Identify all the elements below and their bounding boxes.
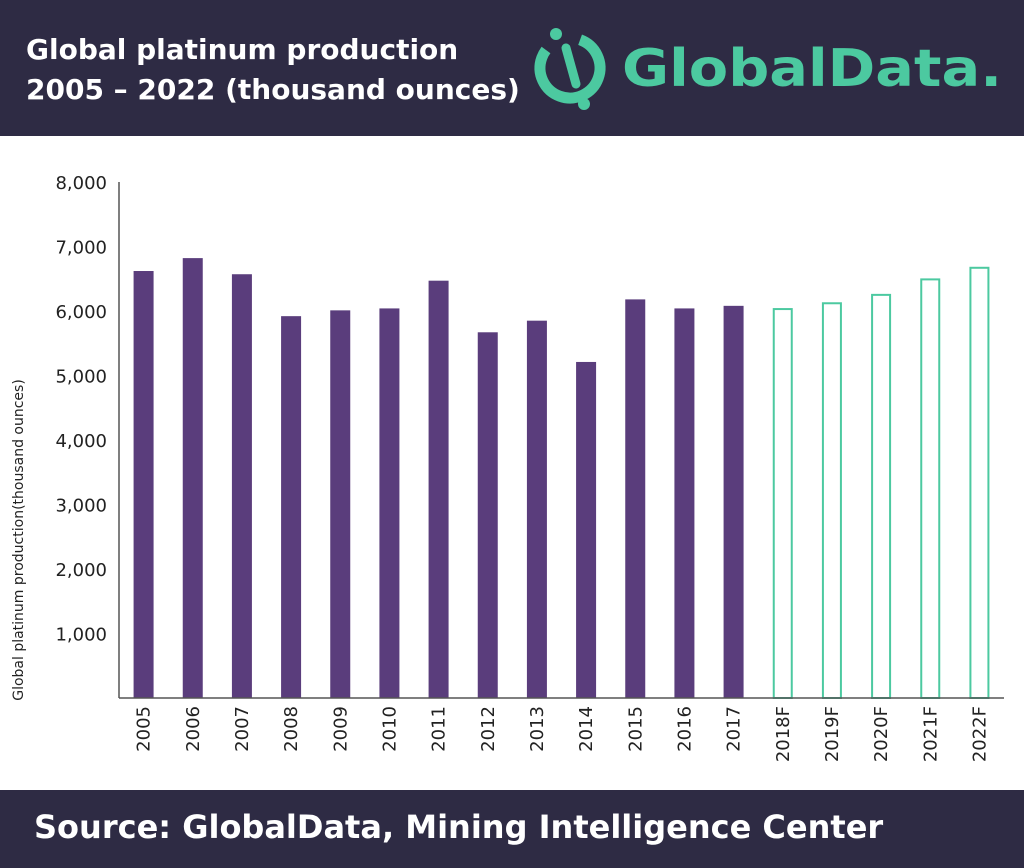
bar-2014 <box>576 361 597 698</box>
bar-2010 <box>379 308 400 698</box>
bar-2008 <box>281 316 302 698</box>
bars <box>133 258 990 700</box>
x-tick-label: 2015 <box>625 706 646 752</box>
x-tick-label: 2009 <box>330 706 351 752</box>
x-tick-label: 2014 <box>576 706 597 752</box>
bar-2011 <box>428 280 449 698</box>
x-tick-label: 2017 <box>724 706 745 752</box>
logo-wordmark: GlobalData. <box>622 39 1002 99</box>
y-tick-label: 6,000 <box>55 302 107 323</box>
x-tick-label: 2012 <box>478 706 499 752</box>
title-line-1: Global platinum production <box>26 33 459 66</box>
footer-band: Source: GlobalData, Mining Intelligence … <box>0 790 1024 868</box>
bar-2012 <box>477 332 498 698</box>
x-tick-label: 2007 <box>232 706 253 752</box>
y-tick-label: 8,000 <box>55 173 107 194</box>
y-axis-ticks: 1,000 2,000 3,000 4,000 5,000 6,000 7,000 8,000 <box>55 173 107 646</box>
x-tick-label: 2019F <box>822 706 843 762</box>
x-tick-label: 2013 <box>527 706 548 752</box>
source-note: Source: GlobalData, Mining Intelligence … <box>34 808 884 846</box>
y-axis-label: Global platinum production(thousand ounc… <box>11 379 27 701</box>
bar-2016 <box>674 308 695 698</box>
forecast-bar-2022f <box>969 266 990 699</box>
y-tick-label: 5,000 <box>55 367 107 388</box>
forecast-bar-2021f <box>920 278 941 700</box>
y-tick-label: 2,000 <box>55 560 107 581</box>
y-tick-label: 4,000 <box>55 431 107 452</box>
x-tick-label: 2018F <box>773 706 794 762</box>
forecast-bar-2020f <box>871 293 892 699</box>
x-tick-label: 2016 <box>674 706 695 752</box>
bar-2007 <box>231 274 252 698</box>
globaldata-logo: GlobalData. <box>534 28 1002 110</box>
x-tick-label: 2022F <box>969 706 990 762</box>
chart-title: Global platinum production 2005 – 2022 (… <box>26 30 520 110</box>
x-tick-label: 2005 <box>134 706 155 752</box>
forecast-bar-2019f <box>821 302 842 699</box>
bar-2009 <box>330 310 351 698</box>
header-band: Global platinum production 2005 – 2022 (… <box>0 0 1024 136</box>
forecast-bar-2018f <box>772 308 793 699</box>
x-axis-ticks: 2005 2006 2007 2008 2009 2010 2011 2012 2013 2014… <box>134 706 991 762</box>
globaldata-logo-icon <box>534 28 606 110</box>
bar-2006 <box>182 258 203 698</box>
y-tick-label: 3,000 <box>55 496 107 517</box>
title-line-2: 2005 – 2022 (thousand ounces) <box>26 73 520 106</box>
y-tick-label: 7,000 <box>55 238 107 259</box>
x-tick-label: 2020F <box>871 706 892 762</box>
x-tick-label: 2021F <box>920 706 941 762</box>
y-tick-label: 1,000 <box>55 625 107 646</box>
x-tick-label: 2010 <box>379 706 400 752</box>
bar-2015 <box>625 299 646 698</box>
x-tick-label: 2008 <box>281 706 302 752</box>
bar-2005 <box>133 271 154 698</box>
bar-2017 <box>723 305 744 698</box>
bar-2013 <box>526 320 547 698</box>
x-tick-label: 2011 <box>429 706 450 752</box>
bar-chart: Global platinum production(thousand ounc… <box>11 173 1004 762</box>
x-tick-label: 2006 <box>183 706 204 752</box>
